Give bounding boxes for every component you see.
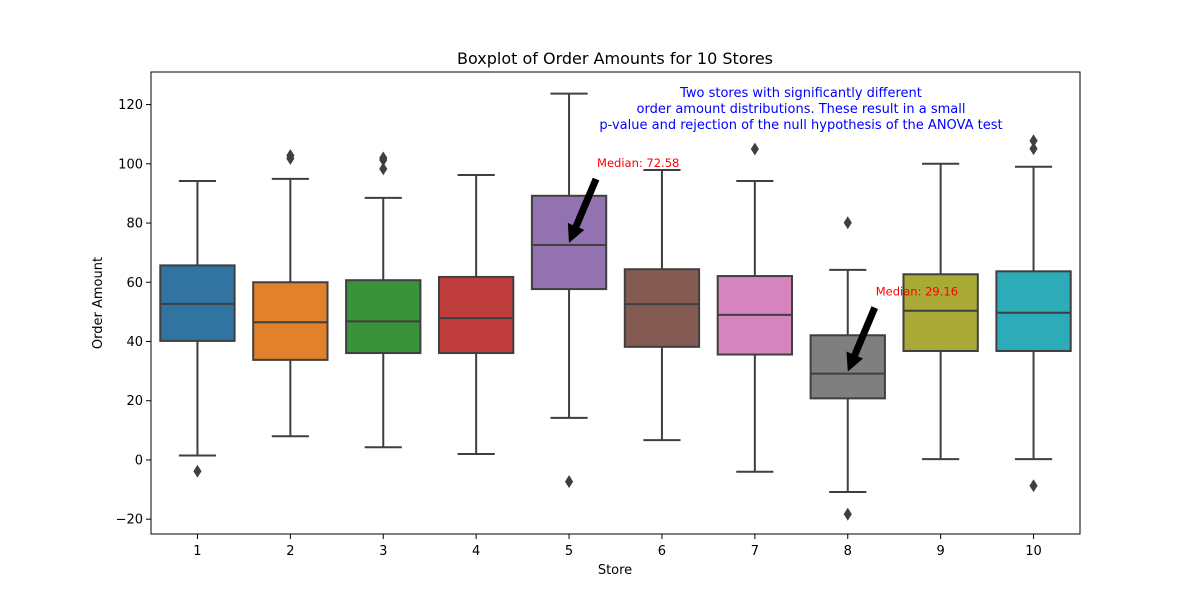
annotation-arrow — [846, 306, 878, 372]
y-axis-label: Order Amount — [91, 257, 106, 349]
median-annotation-label: Median: 29.16 — [876, 285, 958, 299]
box-store-1 — [159, 179, 236, 478]
y-tick-label: −20 — [116, 513, 143, 528]
box-store-2 — [252, 149, 329, 438]
outlier-point — [843, 507, 852, 521]
y-tick-label: 40 — [126, 335, 143, 350]
outlier-point — [1029, 134, 1038, 148]
plot-frame — [150, 71, 1081, 535]
box-iqr — [902, 273, 979, 352]
annotation-arrow — [567, 177, 600, 243]
outlier-point — [843, 216, 852, 230]
outlier-point — [564, 475, 574, 489]
note-line: p-value and rejection of the null hypoth… — [599, 118, 1002, 133]
y-tick-label: 60 — [126, 276, 143, 291]
x-tick-label: 9 — [937, 544, 945, 559]
outlier-point — [286, 149, 295, 162]
box-iqr — [623, 268, 701, 348]
x-axis-label: Store — [598, 563, 632, 578]
x-tick-label: 7 — [751, 544, 759, 559]
outlier-point — [193, 464, 202, 478]
y-tick-label: 0 — [135, 453, 143, 468]
box-store-6 — [623, 169, 701, 442]
box-store-10 — [995, 134, 1072, 493]
plot-area: −20 0 20 40 60 80 100 120 1 2 3 4 5 6 7 8 9 10 Median: 72.… — [116, 86, 1072, 559]
box-store-7 — [716, 142, 794, 473]
x-tick-label: 6 — [658, 544, 666, 559]
box-store-4 — [437, 174, 515, 456]
note-line: order amount distributions. These result… — [637, 102, 966, 117]
outlier-point — [1029, 142, 1038, 156]
outlier-point — [379, 151, 388, 165]
y-tick-label: 20 — [126, 394, 143, 409]
box-store-5 — [530, 92, 608, 489]
box-iqr — [995, 270, 1072, 352]
box-store-8 — [809, 216, 886, 521]
median-annotation-label: Median: 72.58 — [597, 156, 679, 170]
x-tick-label: 4 — [472, 544, 480, 559]
x-tick-label: 3 — [379, 544, 387, 559]
y-tick-label: 100 — [118, 157, 143, 172]
note-line: Two stores with significantly different — [679, 86, 922, 101]
box-iqr — [252, 281, 329, 361]
y-tick-label: 120 — [118, 98, 143, 113]
box-iqr — [530, 194, 608, 291]
outlier-point — [379, 162, 388, 176]
box-store-3 — [345, 151, 422, 449]
x-tick-label: 8 — [844, 544, 852, 559]
x-tick-label: 2 — [286, 544, 294, 559]
x-tick-label: 10 — [1025, 544, 1042, 559]
outlier-point — [1029, 479, 1038, 493]
box-store-9 — [902, 162, 979, 461]
box-iqr — [345, 279, 422, 355]
box-iqr — [437, 275, 515, 355]
y-tick-label: 80 — [126, 217, 143, 232]
x-tick-label: 5 — [565, 544, 573, 559]
x-tick-label: 1 — [193, 544, 201, 559]
chart-title: Boxplot of Order Amounts for 10 Stores — [457, 49, 773, 68]
outlier-point — [750, 142, 759, 156]
